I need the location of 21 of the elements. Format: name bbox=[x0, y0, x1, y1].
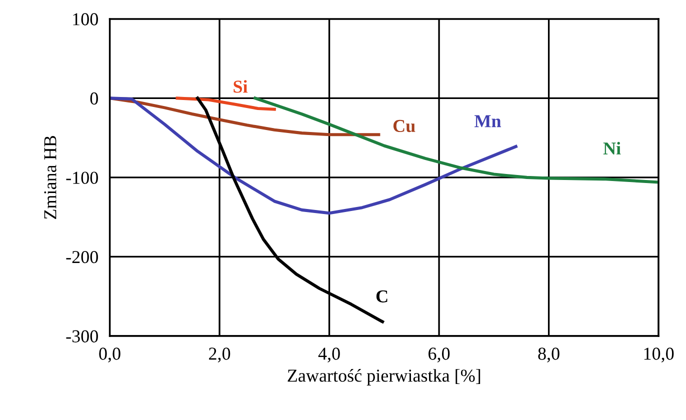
x-tick-label: 4,0 bbox=[318, 348, 340, 362]
line-series bbox=[110, 96, 518, 215]
y-tick-label: -200 bbox=[66, 250, 98, 264]
y-tick-label: 100 bbox=[73, 13, 98, 26]
y-tick-label: 0 bbox=[90, 92, 98, 105]
x-tick-label: 0,0 bbox=[99, 348, 120, 362]
series-label: C bbox=[376, 290, 388, 302]
series-label: Mn bbox=[474, 115, 502, 128]
x-axis-title: Zawartość pierwiastka [%] bbox=[288, 369, 480, 386]
x-tick-label: 10,0 bbox=[644, 348, 674, 362]
line-series bbox=[254, 96, 659, 184]
series-label: Ni bbox=[603, 142, 621, 154]
line-series bbox=[176, 96, 276, 111]
x-tick-label: 8,0 bbox=[538, 348, 560, 362]
series-label: Cu bbox=[393, 120, 416, 132]
y-tick-label: -100 bbox=[66, 172, 98, 184]
y-axis-title: Zmiana HB bbox=[44, 136, 56, 219]
series-label: Si bbox=[234, 80, 248, 93]
x-tick-label: 6,0 bbox=[428, 348, 450, 362]
x-tick-label: 2,0 bbox=[209, 348, 230, 362]
y-tick-label: -300 bbox=[66, 330, 98, 342]
